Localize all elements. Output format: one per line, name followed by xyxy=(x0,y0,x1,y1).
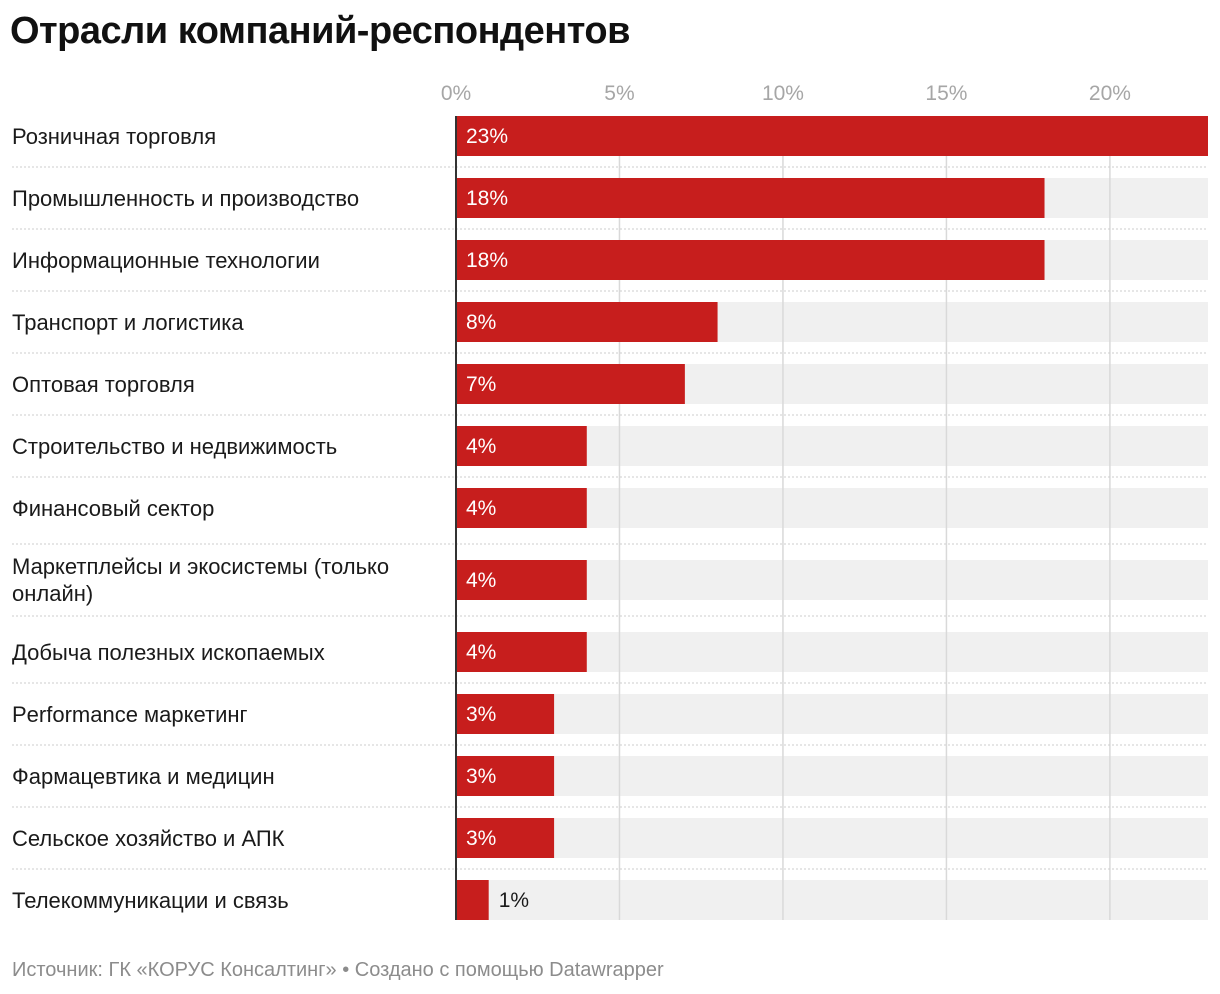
x-tick-label: 5% xyxy=(604,82,634,105)
bar xyxy=(456,756,555,796)
category-label: Сельское хозяйство и АПК xyxy=(12,826,285,851)
bar-value-label: 4% xyxy=(466,641,496,664)
bar-track xyxy=(456,694,1208,734)
category-label: Транспорт и логистика xyxy=(12,310,244,335)
x-tick-label: 20% xyxy=(1089,82,1131,105)
bar-value-label: 8% xyxy=(466,311,496,334)
category-label: Розничная торговля xyxy=(12,124,216,149)
bar-value-label: 4% xyxy=(466,497,496,520)
bar-value-label: 7% xyxy=(466,373,496,396)
bar xyxy=(456,880,489,920)
bar-value-label: 18% xyxy=(466,187,508,210)
category-label: Фармацевтика и медицин xyxy=(12,764,275,789)
bar-value-label: 3% xyxy=(466,703,496,726)
bar xyxy=(456,426,587,466)
bar-value-label: 4% xyxy=(466,435,496,458)
category-label: Добыча полезных ископаемых xyxy=(12,640,325,665)
bar xyxy=(456,694,555,734)
category-label: Маркетплейсы и экосистемы (только онлайн) xyxy=(12,554,389,606)
bar xyxy=(456,632,587,672)
category-label: Оптовая торговля xyxy=(12,372,195,397)
category-label: Финансовый сектор xyxy=(12,496,214,521)
bar-track xyxy=(456,818,1208,858)
bar-value-label: 1% xyxy=(499,889,529,912)
bar xyxy=(456,818,555,858)
bar-value-label: 4% xyxy=(466,569,496,592)
bar-track xyxy=(456,880,1208,920)
bar xyxy=(456,116,1208,156)
bar-track xyxy=(456,756,1208,796)
bar xyxy=(456,560,587,600)
bar xyxy=(456,364,685,404)
category-label: Телекоммуникации и связь xyxy=(12,888,289,913)
category-label: Performance маркетинг xyxy=(12,702,248,727)
x-tick-label: 0% xyxy=(441,82,471,105)
bar xyxy=(456,178,1045,218)
chart-title: Отрасли компаний-респондентов xyxy=(10,10,630,52)
bar xyxy=(456,488,587,528)
bar-value-label: 3% xyxy=(466,827,496,850)
category-label: Строительство и недвижимость xyxy=(12,434,337,459)
bar xyxy=(456,240,1045,280)
bar xyxy=(456,302,718,342)
x-tick-label: 15% xyxy=(925,82,967,105)
bar-value-label: 18% xyxy=(466,249,508,272)
bar-value-label: 3% xyxy=(466,765,496,788)
category-label: Информационные технологии xyxy=(12,248,320,273)
bar-value-label: 23% xyxy=(466,125,508,148)
source-footer: Источник: ГК «КОРУС Консалтинг» • Создан… xyxy=(12,959,664,981)
category-label: Промышленность и производство xyxy=(12,186,359,211)
x-tick-label: 10% xyxy=(762,82,804,105)
